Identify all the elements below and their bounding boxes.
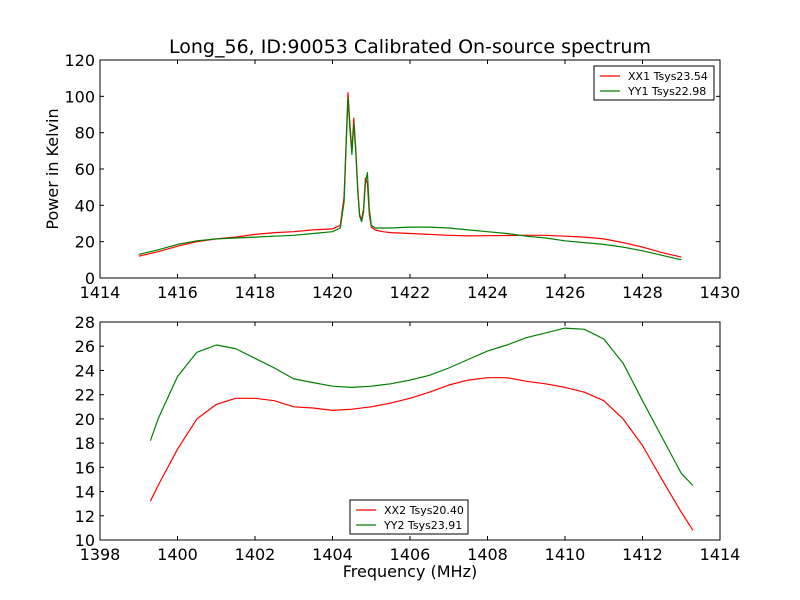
y-tick-label: 40: [75, 196, 95, 215]
x-tick-label: 1410: [545, 545, 586, 564]
x-tick-label: 1422: [390, 283, 431, 302]
legend-label: XX2 Tsys20.40: [384, 504, 464, 517]
y-tick-label: 16: [75, 458, 95, 477]
y-tick-label: 28: [75, 313, 95, 332]
y-tick-label: 24: [75, 361, 95, 380]
x-tick-label: 1408: [467, 545, 508, 564]
chart-2: 1398 1400 1402 1404 1406 1408 1410 1412 1414 10 12…: [75, 313, 741, 581]
x-tick-label: 1412: [622, 545, 663, 564]
legend-label: YY2 Tsys23.91: [383, 519, 462, 532]
legend: XX2 Tsys20.40 YY2 Tsys23.91: [349, 499, 469, 535]
legend: XX1 Tsys23.54 YY1 Tsys22.98: [593, 65, 715, 101]
y-tick-label: 26: [75, 337, 95, 356]
x-tick-label: 1428: [622, 283, 663, 302]
y-tick-label: 12: [75, 507, 95, 526]
x-tick-label: 1414: [80, 283, 121, 302]
y-tick-label: 60: [75, 160, 95, 179]
series-line-2: [149, 327, 694, 486]
x-tick-label: 1400: [157, 545, 198, 564]
x-tick-label: 1406: [390, 545, 431, 564]
x-tick-label: 1414: [700, 545, 741, 564]
x-tick-label: 1418: [235, 283, 276, 302]
y-tick-label: 100: [64, 87, 95, 106]
y-tick-label: 0: [85, 269, 95, 288]
legend-box: [349, 499, 469, 535]
x-tick-label: 1424: [467, 283, 508, 302]
series-line-2: [138, 97, 682, 261]
chart-title: Long_56, ID:90053 Calibrated On-source s…: [169, 36, 651, 58]
y-tick-label: 18: [75, 434, 95, 453]
series-line-1: [149, 377, 694, 531]
x-tick-label: 1404: [312, 545, 353, 564]
x-tick-label: 1398: [80, 545, 121, 564]
x-tick-label: 1430: [700, 283, 741, 302]
y-tick-label: 20: [75, 410, 95, 429]
x-tick-label: 1426: [545, 283, 586, 302]
y-tick-label: 20: [75, 233, 95, 252]
x-axis-label: Frequency (MHz): [343, 562, 477, 581]
y-tick-label: 22: [75, 386, 95, 405]
legend-label: YY1 Tsys22.98: [627, 85, 706, 98]
legend-label: XX1 Tsys23.54: [628, 70, 708, 83]
y-axis-label: Power in Kelvin: [43, 108, 62, 229]
x-tick-label: 1416: [157, 283, 198, 302]
y-tick-label: 10: [75, 531, 95, 550]
x-tick-label: 1402: [235, 545, 276, 564]
y-tick-label: 14: [75, 483, 95, 502]
y-tick-label: 120: [64, 51, 95, 70]
y-tick-label: 80: [75, 124, 95, 143]
chart-1: 1414 1416 1418 1420 1422 1424 1426 1428 1430 0 20 4…: [43, 51, 740, 302]
legend-box: [593, 65, 715, 101]
x-tick-label: 1420: [312, 283, 353, 302]
series-line-1: [138, 92, 682, 258]
